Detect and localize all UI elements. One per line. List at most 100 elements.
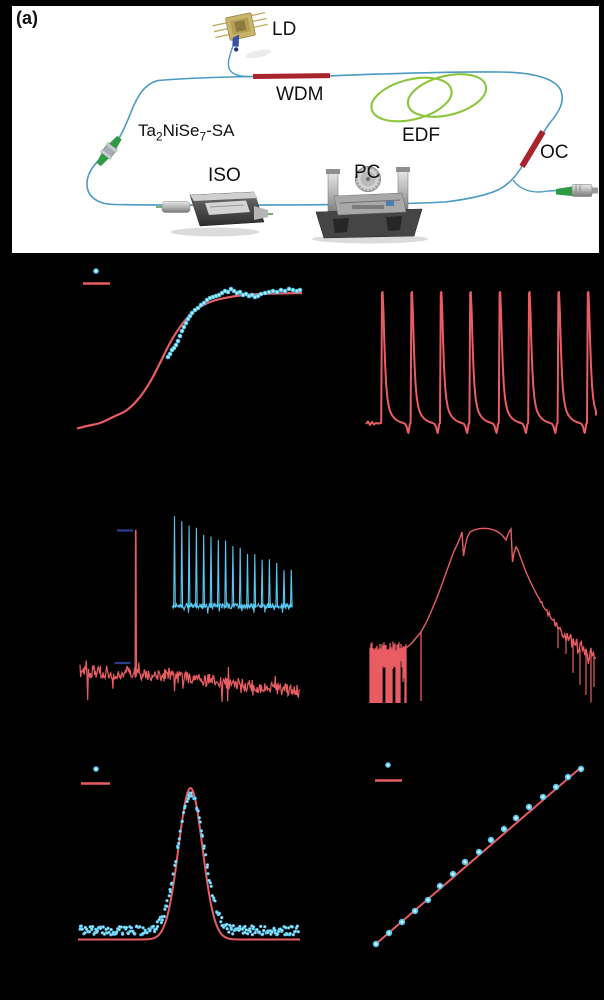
chart-b-data-point-core bbox=[295, 289, 299, 293]
chart-f-data-point-core bbox=[259, 925, 262, 928]
chart-f-data-point-core bbox=[208, 879, 210, 882]
setup-diagram bbox=[12, 6, 599, 253]
chart-f-data-point-core bbox=[295, 927, 298, 929]
chart-f-data-point-core bbox=[127, 932, 130, 935]
chart-f-data-point-core bbox=[181, 820, 184, 823]
chart-b-data-point-core bbox=[188, 314, 192, 318]
chart-f-data-point-core bbox=[197, 810, 199, 812]
chart-f-data-point-core bbox=[156, 921, 159, 923]
label-oc: OC bbox=[540, 142, 569, 163]
chart-f-data-point-core bbox=[221, 924, 223, 927]
chart-f-data-point-core bbox=[120, 926, 123, 928]
chart-d-inset-harmonic-peak bbox=[246, 553, 249, 608]
chart-b-data-point-core bbox=[176, 339, 180, 343]
chart-d-inset-harmonic-peak bbox=[238, 547, 242, 608]
chart-b-data-point-core bbox=[267, 290, 271, 294]
ld-pigtail-fiber bbox=[227, 45, 253, 78]
chart-f-data-point-core bbox=[84, 932, 86, 934]
pc-icon bbox=[312, 166, 428, 244]
chart-f-data-point-core bbox=[203, 847, 205, 850]
chart-f-data-point-core bbox=[220, 921, 222, 923]
chart-f-data-point-core bbox=[177, 842, 180, 845]
chart-f-data-point-core bbox=[274, 929, 276, 932]
iso-icon bbox=[156, 191, 273, 237]
chart-b-data-point-core bbox=[172, 346, 176, 350]
chart-f-data-point-core bbox=[85, 928, 88, 931]
chart-f-data-point-core bbox=[212, 897, 215, 899]
chart-d-rf-trace bbox=[79, 529, 301, 703]
chart-f-data-point-core bbox=[190, 792, 192, 794]
chart-f-data-point-core bbox=[166, 899, 168, 902]
chart-g-data-point-core bbox=[374, 942, 378, 946]
chart-f-data-point-core bbox=[164, 908, 166, 910]
chart-f-data-point-core bbox=[107, 927, 109, 929]
wdm-segment bbox=[252, 73, 331, 79]
chart-b-data-point-core bbox=[287, 287, 291, 291]
chart-f-data-point-core bbox=[207, 872, 209, 875]
chart-d-inset-harmonic-peak bbox=[209, 536, 213, 608]
chart-f-data-point-core bbox=[186, 800, 188, 803]
chart-b-data-point-core bbox=[263, 291, 267, 295]
chart-g-data-point-core bbox=[566, 775, 570, 779]
chart-b-data-point-core bbox=[202, 301, 206, 305]
chart-g-data-point-core bbox=[477, 850, 481, 854]
chart-b-data-point-core bbox=[180, 329, 184, 333]
chart-d-inset-harmonic-peak bbox=[268, 559, 271, 608]
chart-f-data-point-core bbox=[270, 933, 272, 935]
chart-f-data-point-core bbox=[184, 805, 186, 807]
chart-f-data-point-core bbox=[155, 928, 158, 930]
chart-d-inset-harmonic-peak bbox=[202, 534, 206, 608]
chart-g-data-point-core bbox=[554, 785, 558, 789]
chart-d-inset-harmonic-peak bbox=[187, 525, 191, 608]
output-connector-icon bbox=[556, 184, 598, 197]
chart-f-data-point-core bbox=[229, 924, 231, 927]
chart-b-data-point-core bbox=[283, 289, 287, 293]
chart-b-data-point-core bbox=[199, 303, 203, 307]
chart-f-data-point-core bbox=[121, 933, 124, 935]
chart-f-data-point-core bbox=[273, 927, 275, 929]
chart-f-data-point-core bbox=[279, 928, 282, 930]
chart-e-spectrum-trace bbox=[405, 526, 597, 664]
chart-g-data-point-core bbox=[502, 827, 506, 831]
chart-g-data-point-core bbox=[514, 816, 518, 820]
chart-d-inset-harmonic-peak bbox=[231, 545, 235, 608]
chart-f-data-point-core bbox=[206, 864, 209, 866]
chart-f-data-point-core bbox=[262, 929, 265, 932]
chart-b-data-point-core bbox=[253, 295, 257, 299]
chart-b-data-point-core bbox=[190, 311, 194, 315]
chart-c-pulse-train-trace bbox=[365, 291, 597, 434]
chart-f-data-point-core bbox=[101, 932, 104, 934]
chart-f-data-point-core bbox=[106, 932, 108, 934]
chart-f-data-point-core bbox=[163, 915, 166, 918]
chart-f-data-point-core bbox=[251, 933, 254, 936]
chart-b-data-point-core bbox=[275, 290, 279, 294]
chart-f-data-point-core bbox=[158, 918, 160, 921]
edf-coil-loop bbox=[406, 73, 488, 118]
chart-f-data-point-core bbox=[133, 933, 136, 935]
chart-f-data-point-core bbox=[108, 931, 110, 934]
chart-d-inset-harmonic-peak bbox=[275, 562, 279, 608]
chart-b-data-point-core bbox=[250, 293, 254, 297]
chart-f-data-point-core bbox=[175, 860, 177, 863]
chart-f-data-point-core bbox=[102, 926, 105, 928]
chart-b-data-point-core bbox=[193, 308, 197, 312]
chart-f-data-point-core bbox=[188, 794, 190, 796]
chart-f-data-point-core bbox=[241, 928, 244, 930]
chart-b-data-point-core bbox=[205, 298, 209, 302]
chart-f-data-point-core bbox=[201, 835, 204, 837]
chart-b-data-point-core bbox=[235, 291, 239, 295]
output-pigtail-fiber bbox=[512, 179, 558, 193]
chart-f-data-point-core bbox=[222, 926, 225, 929]
chart-f-data-point-core bbox=[142, 927, 144, 929]
chart-f-data-point-core bbox=[79, 928, 81, 930]
chart-f-legend-data-marker-core bbox=[94, 767, 98, 771]
chart-b-data-point-core bbox=[214, 294, 218, 298]
chart-b-data-point-core bbox=[232, 289, 236, 293]
chart-f-data-point-core bbox=[237, 927, 239, 930]
chart-f-data-point-core bbox=[292, 933, 295, 936]
chart-b-data-point-core bbox=[166, 355, 170, 359]
chart-f-data-point-core bbox=[238, 929, 240, 932]
chart-g-legend-data-marker-core bbox=[386, 763, 390, 767]
